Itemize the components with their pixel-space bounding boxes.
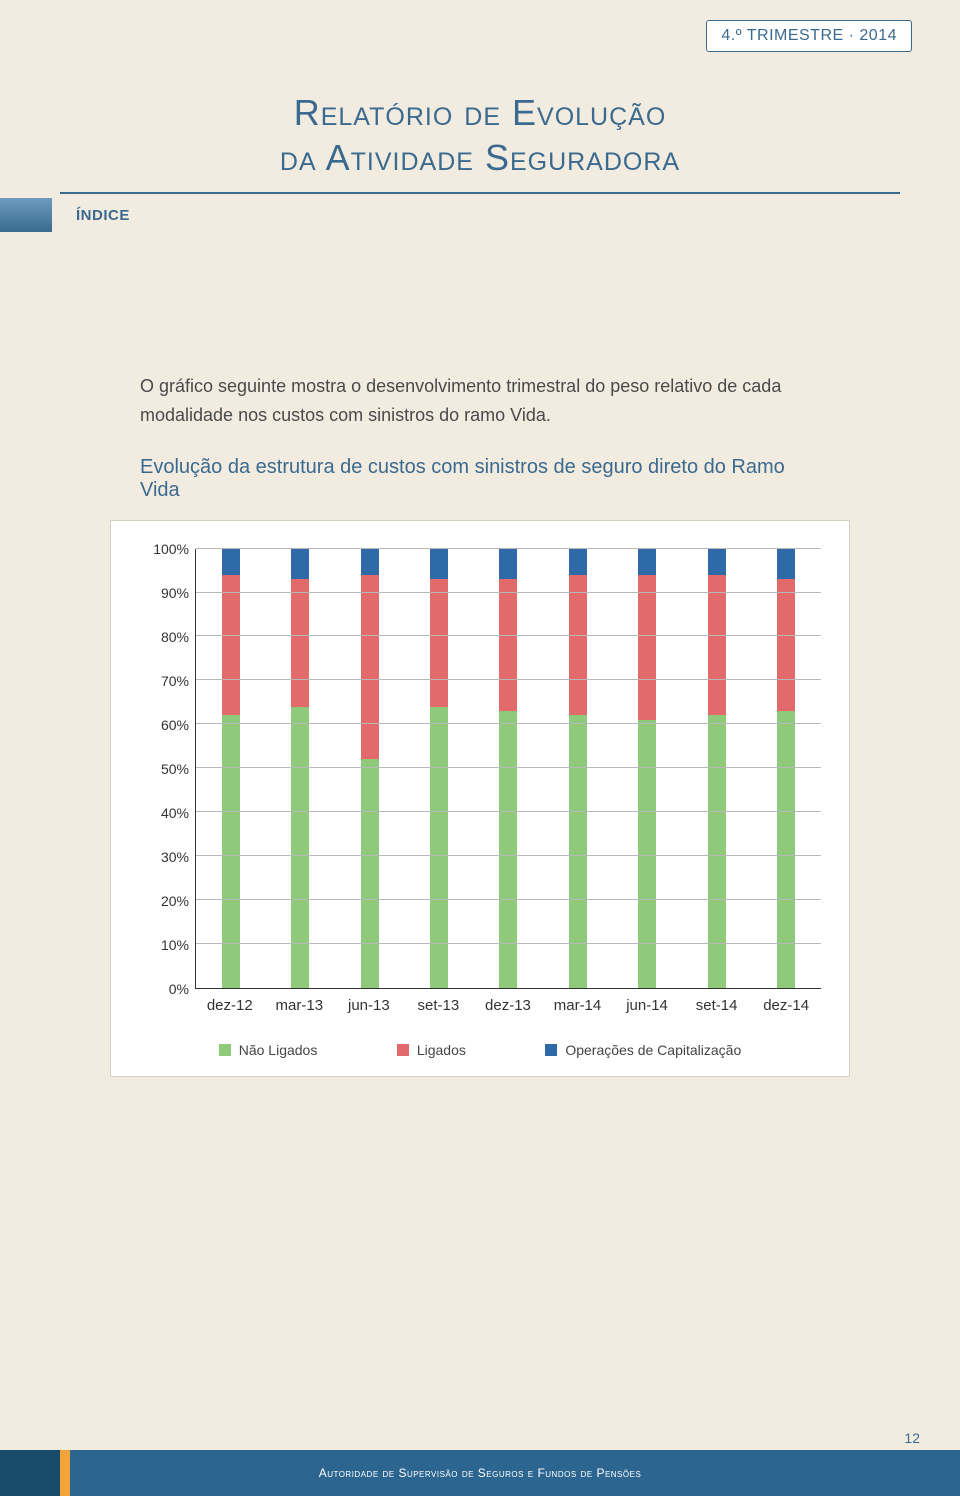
bar-seg-ligados [708,575,726,715]
y-tick-label: 100% [153,541,189,557]
y-tick-label: 60% [161,717,189,733]
chart-card: 0% 10% 20% 30% 40% 50% 60% 70% 80% 90% 100% dez-12… [110,520,850,1077]
legend-item: Operações de Capitalização [545,1042,741,1058]
legend-label: Ligados [417,1042,466,1058]
x-tick-label: jun-13 [339,997,399,1014]
y-tick-label: 90% [161,585,189,601]
gridline [196,899,821,900]
bar-column [499,549,517,988]
bar-seg-nao-ligados [777,711,795,988]
gridline [196,855,821,856]
x-tick-label: jun-14 [617,997,677,1014]
legend-label: Operações de Capitalização [565,1042,741,1058]
x-tick-label: dez-14 [756,997,816,1014]
y-axis: 0%10%20%30%40%50%60%70%80%90%100% [139,549,195,989]
gridline [196,679,821,680]
bar-seg-ligados [291,579,309,706]
bar-seg-capitalizacao [638,549,656,575]
gridline [196,723,821,724]
legend-item: Ligados [397,1042,466,1058]
legend-label: Não Ligados [239,1042,318,1058]
x-tick-label: dez-12 [200,997,260,1014]
period-badge: 4.º TRIMESTRE · 2014 [706,20,912,52]
indice-bar: ÍNDICE [0,198,960,232]
legend-item: Não Ligados [219,1042,318,1058]
bar-column [222,549,240,988]
bar-seg-nao-ligados [222,715,240,987]
indice-label[interactable]: ÍNDICE [76,207,130,224]
y-tick-label: 30% [161,849,189,865]
legend-swatch [545,1044,557,1056]
bar-seg-capitalizacao [291,549,309,580]
chart-legend: Não Ligados Ligados Operações de Capitaliz… [179,1042,781,1058]
bar-column [291,549,309,988]
x-tick-label: mar-13 [269,997,329,1014]
intro-paragraph: O gráfico seguinte mostra o desenvolvime… [140,372,820,430]
bar-seg-ligados [222,575,240,715]
chart-plot [195,549,821,989]
x-axis: dez-12 mar-13 jun-13 set-13 dez-13 mar-14 jun-… [195,997,821,1014]
bar-seg-capitalizacao [569,549,587,575]
indice-accent [0,198,52,232]
title-line-1: Relatório de Evolução [294,92,667,133]
bar-seg-nao-ligados [499,711,517,988]
x-tick-label: dez-13 [478,997,538,1014]
bar-seg-capitalizacao [708,549,726,575]
bar-seg-capitalizacao [499,549,517,580]
title-rule [60,192,900,194]
bar-seg-capitalizacao [361,549,379,575]
footer-bar: Autoridade de Supervisão de Seguros e Fu… [0,1450,960,1496]
gridline [196,943,821,944]
chart-title: Evolução da estrutura de custos com sini… [140,456,820,502]
bar-seg-ligados [777,579,795,711]
page-number: 12 [904,1430,920,1446]
bar-seg-nao-ligados [430,707,448,988]
y-tick-label: 70% [161,673,189,689]
bar-seg-nao-ligados [569,715,587,987]
legend-swatch [397,1044,409,1056]
gridline [196,767,821,768]
x-tick-label: set-13 [408,997,468,1014]
bar-seg-capitalizacao [777,549,795,580]
y-tick-label: 10% [161,937,189,953]
bar-column [777,549,795,988]
y-tick-label: 80% [161,629,189,645]
bar-column [708,549,726,988]
bar-seg-nao-ligados [291,707,309,988]
gridline [196,811,821,812]
gridline [196,635,821,636]
bar-seg-ligados [638,575,656,720]
legend-swatch [219,1044,231,1056]
chart-area: 0%10%20%30%40%50%60%70%80%90%100% [139,549,821,989]
bar-column [430,549,448,988]
bar-seg-ligados [499,579,517,711]
gridline [196,592,821,593]
bar-column [361,549,379,988]
bar-seg-nao-ligados [638,720,656,988]
bar-seg-nao-ligados [361,759,379,987]
chart-bars [196,549,821,988]
page: 4.º TRIMESTRE · 2014 Relatório de Evoluç… [0,0,960,1496]
x-tick-label: mar-14 [548,997,608,1014]
bar-seg-ligados [361,575,379,759]
bar-seg-nao-ligados [708,715,726,987]
y-tick-label: 0% [169,981,189,997]
footer-text: Autoridade de Supervisão de Seguros e Fu… [319,1466,642,1480]
y-tick-label: 40% [161,805,189,821]
title-line-2: da Atividade Seguradora [280,137,680,178]
x-tick-label: set-14 [687,997,747,1014]
bar-seg-capitalizacao [430,549,448,580]
bar-column [569,549,587,988]
y-tick-label: 50% [161,761,189,777]
y-tick-label: 20% [161,893,189,909]
bar-column [638,549,656,988]
gridline [196,548,821,549]
bar-seg-ligados [430,579,448,706]
bar-seg-capitalizacao [222,549,240,575]
bar-seg-ligados [569,575,587,715]
